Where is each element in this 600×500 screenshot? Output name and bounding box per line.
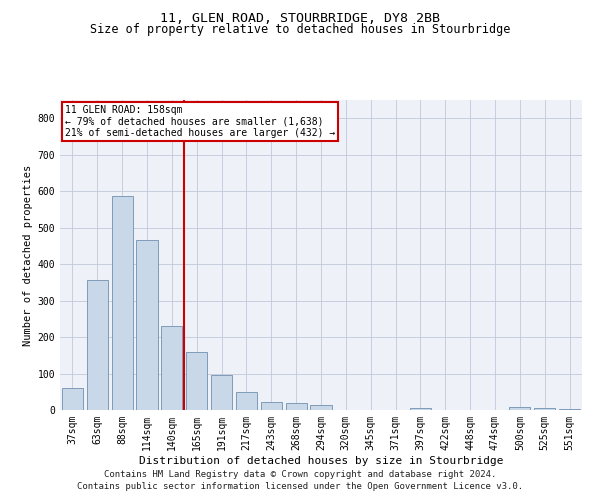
- Bar: [310, 406, 332, 410]
- Text: Size of property relative to detached houses in Stourbridge: Size of property relative to detached ho…: [90, 22, 510, 36]
- Bar: [286, 404, 307, 410]
- Bar: [236, 392, 257, 410]
- Bar: [87, 280, 108, 410]
- Bar: [112, 196, 133, 410]
- X-axis label: Distribution of detached houses by size in Stourbridge: Distribution of detached houses by size …: [139, 456, 503, 466]
- Bar: [559, 408, 580, 410]
- Bar: [136, 240, 158, 410]
- Y-axis label: Number of detached properties: Number of detached properties: [23, 164, 34, 346]
- Bar: [161, 326, 182, 410]
- Bar: [261, 402, 282, 410]
- Text: Contains public sector information licensed under the Open Government Licence v3: Contains public sector information licen…: [77, 482, 523, 491]
- Text: 11, GLEN ROAD, STOURBRIDGE, DY8 2BB: 11, GLEN ROAD, STOURBRIDGE, DY8 2BB: [160, 12, 440, 26]
- Bar: [509, 407, 530, 410]
- Bar: [186, 352, 207, 410]
- Bar: [62, 388, 83, 410]
- Bar: [211, 376, 232, 410]
- Text: 11 GLEN ROAD: 158sqm
← 79% of detached houses are smaller (1,638)
21% of semi-de: 11 GLEN ROAD: 158sqm ← 79% of detached h…: [65, 104, 335, 138]
- Bar: [410, 408, 431, 410]
- Bar: [534, 408, 555, 410]
- Text: Contains HM Land Registry data © Crown copyright and database right 2024.: Contains HM Land Registry data © Crown c…: [104, 470, 496, 479]
